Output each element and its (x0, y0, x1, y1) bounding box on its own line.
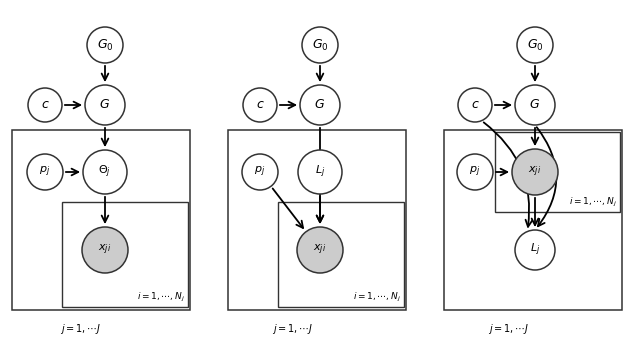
Ellipse shape (515, 85, 555, 125)
Text: $j=1,\cdots J$: $j=1,\cdots J$ (272, 322, 314, 336)
Text: $i=1,\cdots,N_j$: $i=1,\cdots,N_j$ (137, 291, 185, 304)
Bar (62, 202, 188, 307)
Ellipse shape (517, 27, 553, 63)
Ellipse shape (302, 27, 338, 63)
Text: $p_j$: $p_j$ (40, 165, 51, 179)
Ellipse shape (27, 154, 63, 190)
Text: $c$: $c$ (470, 99, 479, 112)
Text: $x_{ji}$: $x_{ji}$ (99, 243, 111, 257)
Text: $j=1,\cdots J$: $j=1,\cdots J$ (60, 322, 101, 336)
Text: $i=1,\cdots,N_j$: $i=1,\cdots,N_j$ (569, 196, 617, 209)
Text: $G_0$: $G_0$ (97, 37, 113, 53)
Ellipse shape (458, 88, 492, 122)
Text: $L_j$: $L_j$ (530, 242, 540, 258)
Ellipse shape (83, 150, 127, 194)
Ellipse shape (512, 149, 558, 195)
Text: $x_{ji}$: $x_{ji}$ (529, 165, 541, 179)
Ellipse shape (515, 230, 555, 270)
Ellipse shape (85, 85, 125, 125)
Ellipse shape (82, 227, 128, 273)
Text: $x_{ji}$: $x_{ji}$ (314, 243, 326, 257)
Ellipse shape (297, 227, 343, 273)
Ellipse shape (242, 154, 278, 190)
Text: $G$: $G$ (99, 99, 111, 112)
Ellipse shape (298, 150, 342, 194)
Text: $p_j$: $p_j$ (469, 165, 481, 179)
Text: $\Theta_j$: $\Theta_j$ (99, 164, 111, 180)
Text: $G_0$: $G_0$ (527, 37, 543, 53)
Text: $c$: $c$ (41, 99, 49, 112)
Ellipse shape (87, 27, 123, 63)
Ellipse shape (28, 88, 62, 122)
Ellipse shape (243, 88, 277, 122)
Bar (444, 130, 622, 310)
Bar (278, 202, 404, 307)
Ellipse shape (457, 154, 493, 190)
Bar (228, 130, 406, 310)
Text: $p_j$: $p_j$ (254, 165, 266, 179)
Text: $L_j$: $L_j$ (315, 164, 325, 180)
Text: $G_0$: $G_0$ (312, 37, 328, 53)
Ellipse shape (300, 85, 340, 125)
Text: $j=1,\cdots J$: $j=1,\cdots J$ (488, 322, 529, 336)
Text: $G$: $G$ (529, 99, 541, 112)
Text: $c$: $c$ (255, 99, 264, 112)
Text: $G$: $G$ (314, 99, 326, 112)
Text: $i=1,\cdots,N_j$: $i=1,\cdots,N_j$ (353, 291, 401, 304)
Bar (495, 132, 620, 212)
Bar (12, 130, 190, 310)
